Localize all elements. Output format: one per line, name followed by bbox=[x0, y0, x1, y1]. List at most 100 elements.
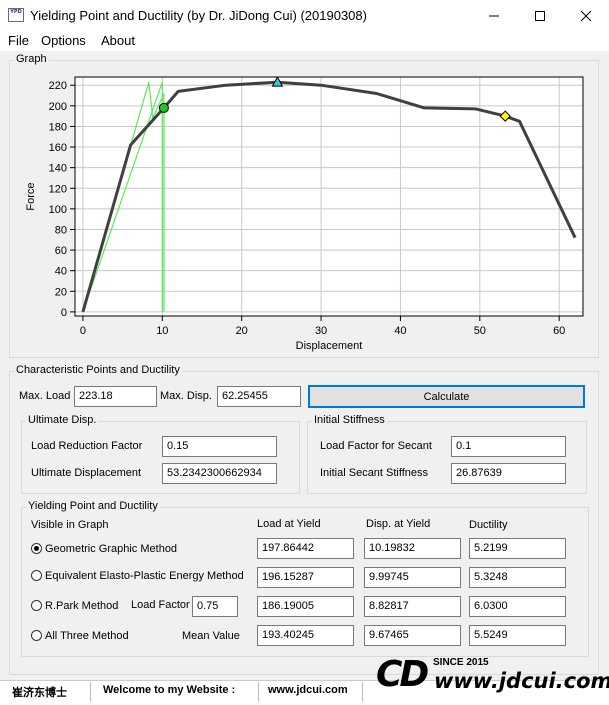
radio-geometric[interactable] bbox=[31, 543, 42, 554]
status-author: 崔济东博士 bbox=[12, 687, 67, 699]
visible-in-graph-label: Visible in Graph bbox=[31, 519, 109, 531]
ultimate-disp-label: Ultimate Displacement bbox=[31, 467, 142, 479]
x-tick-label: 10 bbox=[156, 325, 168, 337]
yield-point-marker bbox=[158, 102, 169, 113]
y-tick-label: 180 bbox=[49, 121, 67, 133]
graph-group-label: Graph bbox=[14, 53, 49, 65]
bilinear-line bbox=[82, 81, 163, 313]
park-load-factor-label: Load Factor bbox=[131, 599, 190, 611]
radio-all-three[interactable] bbox=[31, 630, 42, 641]
method-energy-label[interactable]: Equivalent Elasto-Plastic Energy Method bbox=[45, 570, 244, 582]
y-axis-label: Force bbox=[25, 182, 37, 210]
x-tick-label: 0 bbox=[80, 325, 86, 337]
yield-load-field[interactable]: 193.40245 bbox=[257, 625, 354, 646]
ductility-field[interactable]: 5.2199 bbox=[469, 538, 566, 559]
col-disp-header: Disp. at Yield bbox=[366, 518, 431, 530]
close-icon bbox=[580, 10, 592, 21]
park-load-factor-field[interactable]: 0.75 bbox=[192, 596, 238, 617]
window-title: Yielding Point and Ductility (by Dr. JiD… bbox=[30, 8, 367, 23]
y-tick-label: 0 bbox=[61, 307, 67, 319]
max-disp-field[interactable]: 62.25455 bbox=[217, 386, 301, 407]
ultimate-disp-field[interactable]: 53.2342300662934 bbox=[162, 463, 277, 484]
initial-stiffness-group-label: Initial Stiffness bbox=[312, 414, 387, 426]
calculate-button[interactable]: Calculate bbox=[308, 385, 585, 408]
yield-load-field[interactable]: 197.86442 bbox=[257, 538, 354, 559]
yield-load-field[interactable]: 186.19005 bbox=[257, 596, 354, 617]
maximize-button[interactable] bbox=[517, 0, 563, 31]
minimize-button[interactable] bbox=[471, 0, 517, 31]
method-all-three-label[interactable]: All Three Method bbox=[45, 630, 129, 642]
status-separator bbox=[362, 682, 363, 702]
brand-logo: CD bbox=[376, 654, 429, 695]
yielding-group bbox=[21, 507, 589, 657]
status-welcome: Welcome to my Website : bbox=[103, 684, 236, 696]
initial-secant-field[interactable]: 26.87639 bbox=[451, 463, 566, 484]
initial-secant-label: Initial Secant Stiffness bbox=[320, 467, 429, 479]
app-icon: YPD bbox=[8, 8, 24, 22]
plot-border bbox=[74, 76, 584, 317]
x-axis-label: Displacement bbox=[296, 340, 363, 352]
method-park-label[interactable]: R.Park Method bbox=[45, 600, 119, 612]
y-tick-label: 80 bbox=[55, 224, 67, 236]
yielding-group-label: Yielding Point and Ductility bbox=[26, 500, 160, 512]
yield-load-field[interactable]: 196.15287 bbox=[257, 567, 354, 588]
menu-bar bbox=[0, 31, 609, 51]
minimize-icon bbox=[489, 15, 499, 16]
load-factor-secant-label: Load Factor for Secant bbox=[320, 440, 432, 452]
ultimate-point-marker bbox=[499, 110, 511, 122]
y-tick-label: 220 bbox=[49, 80, 67, 92]
y-tick-label: 140 bbox=[49, 163, 67, 175]
method-geometric-label[interactable]: Geometric Graphic Method bbox=[45, 543, 178, 555]
menu-file[interactable]: File bbox=[8, 33, 29, 48]
load-factor-secant-field[interactable]: 0.1 bbox=[451, 436, 566, 457]
max-point-marker bbox=[271, 76, 284, 87]
characteristic-group-label: Characteristic Points and Ductility bbox=[14, 364, 182, 376]
x-tick-label: 40 bbox=[394, 325, 406, 337]
close-button[interactable] bbox=[563, 0, 609, 31]
menu-options[interactable]: Options bbox=[41, 33, 86, 48]
ultimate-disp-group-label: Ultimate Disp. bbox=[26, 414, 99, 426]
force-displacement-chart: 0 10 20 30 40 50 60 0 20 40 60 80 100 120 140 160 180 200… bbox=[25, 76, 584, 352]
load-reduction-label: Load Reduction Factor bbox=[31, 440, 143, 452]
ductility-field[interactable]: 5.5249 bbox=[469, 625, 566, 646]
ductility-field[interactable]: 5.3248 bbox=[469, 567, 566, 588]
load-reduction-field[interactable]: 0.15 bbox=[162, 436, 277, 457]
initial-stiffness-group bbox=[307, 421, 587, 494]
status-website-link[interactable]: www.jdcui.com bbox=[268, 684, 348, 696]
brand-url: www.jdcui.com bbox=[434, 669, 609, 693]
characteristic-group bbox=[9, 371, 599, 675]
ductility-field[interactable]: 6.0300 bbox=[469, 596, 566, 617]
brand-since: SINCE 2015 bbox=[433, 657, 489, 668]
max-load-label: Max. Load bbox=[19, 390, 71, 402]
yield-disp-field[interactable]: 8.82817 bbox=[364, 596, 461, 617]
y-tick-label: 20 bbox=[55, 286, 67, 298]
x-tick-label: 60 bbox=[553, 325, 565, 337]
ultimate-disp-group bbox=[21, 421, 300, 494]
y-tick-label: 200 bbox=[49, 101, 67, 113]
mean-value-label: Mean Value bbox=[182, 630, 240, 642]
max-disp-label: Max. Disp. bbox=[160, 390, 212, 402]
yield-disp-field[interactable]: 9.67465 bbox=[364, 625, 461, 646]
x-tick-label: 30 bbox=[315, 325, 327, 337]
col-load-header: Load at Yield bbox=[257, 518, 321, 530]
y-tick-label: 120 bbox=[49, 183, 67, 195]
status-separator bbox=[258, 682, 259, 702]
max-load-field[interactable]: 223.18 bbox=[74, 386, 157, 407]
radio-energy[interactable] bbox=[31, 570, 42, 581]
y-tick-label: 40 bbox=[55, 266, 67, 278]
title-bar bbox=[0, 0, 609, 31]
status-bar bbox=[0, 680, 609, 705]
y-tick-label: 100 bbox=[49, 204, 67, 216]
x-tick-label: 20 bbox=[236, 325, 248, 337]
maximize-icon bbox=[535, 10, 545, 21]
menu-about[interactable]: About bbox=[101, 33, 135, 48]
status-separator bbox=[90, 682, 91, 702]
yield-disp-field[interactable]: 9.99745 bbox=[364, 567, 461, 588]
y-tick-label: 60 bbox=[55, 245, 67, 257]
col-ductility-header: Ductility bbox=[469, 519, 508, 531]
radio-park[interactable] bbox=[31, 600, 42, 611]
graph-group bbox=[9, 60, 599, 358]
y-tick-label: 160 bbox=[49, 142, 67, 154]
yield-disp-field[interactable]: 10.19832 bbox=[364, 538, 461, 559]
x-tick-label: 50 bbox=[474, 325, 486, 337]
